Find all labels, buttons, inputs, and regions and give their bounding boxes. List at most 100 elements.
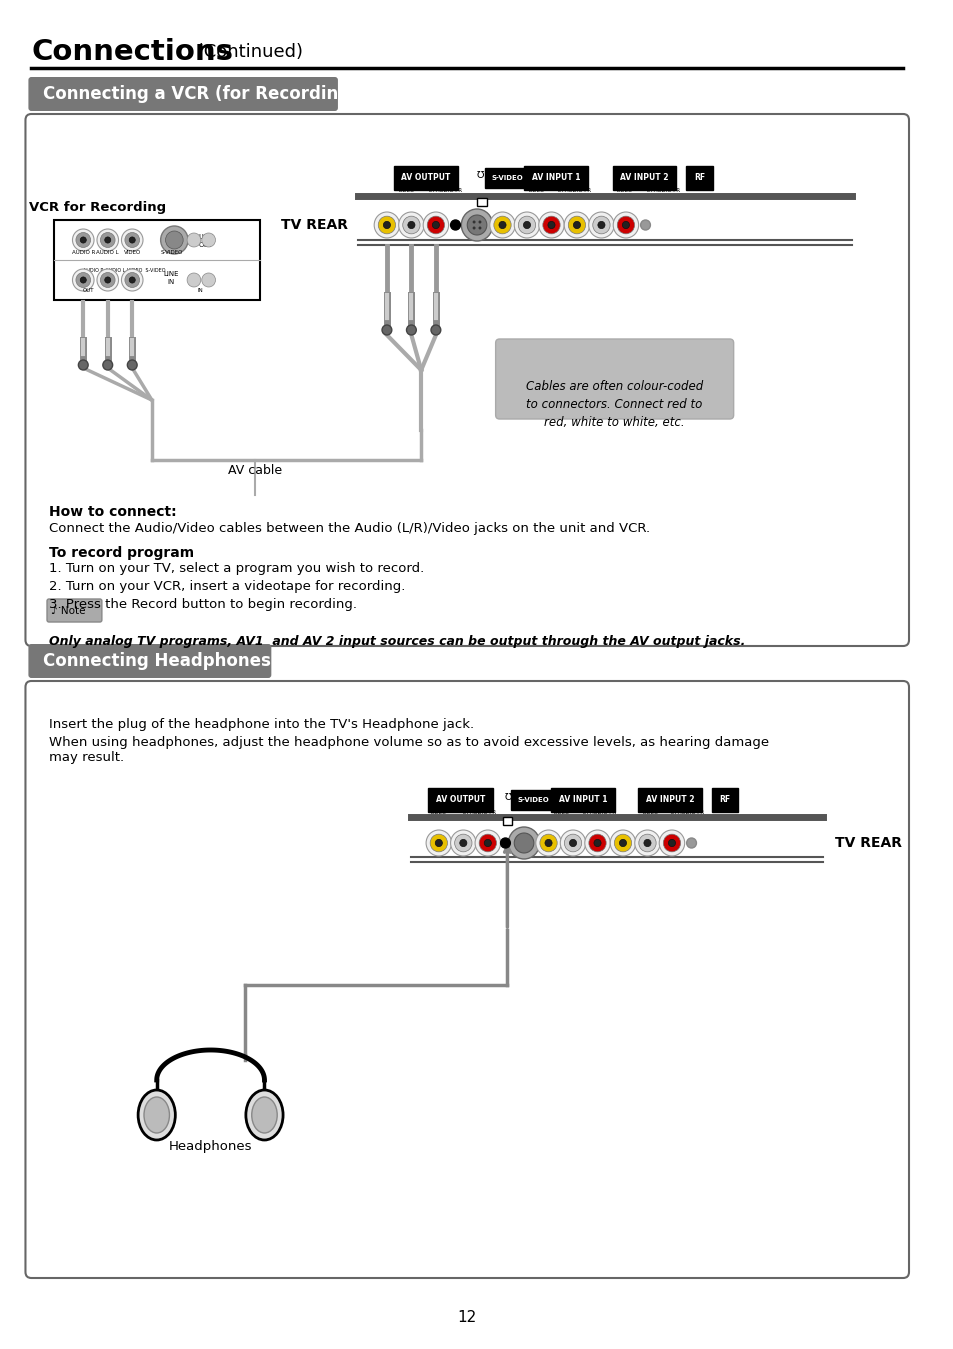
Text: L+AUDIO+R: L+AUDIO+R [670,809,704,815]
Text: VIDEO: VIDEO [528,188,545,193]
Circle shape [129,237,135,243]
Text: 12: 12 [457,1310,476,1326]
Text: VIDEO: VIDEO [397,188,415,193]
Text: 1. Turn on your TV, select a program you wish to record.: 1. Turn on your TV, select a program you… [49,563,424,575]
Text: L+AUDIO+R: L+AUDIO+R [428,188,462,193]
Circle shape [617,216,634,233]
Text: VIDEO: VIDEO [124,251,141,255]
Circle shape [564,834,581,851]
Circle shape [472,220,475,224]
Circle shape [478,227,481,229]
Circle shape [455,834,472,851]
Text: AV INPUT 1: AV INPUT 1 [558,796,606,804]
Circle shape [563,212,589,237]
Bar [502,817,512,826]
Text: L+AUDIO+R: L+AUDIO+R [558,188,592,193]
FancyBboxPatch shape [26,115,908,646]
Circle shape [121,229,143,251]
Circle shape [514,212,539,237]
Circle shape [121,268,143,291]
Circle shape [494,216,511,233]
Text: Connecting Headphones: Connecting Headphones [43,652,271,670]
Circle shape [78,360,88,370]
Text: ℧: ℧ [476,170,483,179]
Circle shape [523,221,530,228]
Circle shape [489,212,515,237]
Circle shape [202,233,215,247]
Text: AV cable: AV cable [228,464,281,476]
Circle shape [105,237,111,243]
Circle shape [105,277,111,283]
Text: OUT: OUT [82,287,93,293]
Circle shape [614,834,631,851]
Circle shape [97,268,118,291]
Text: AV INPUT 2: AV INPUT 2 [645,796,694,804]
Circle shape [500,838,510,849]
Circle shape [461,209,492,241]
Circle shape [547,221,555,228]
Circle shape [478,834,496,851]
Text: 2. Turn on your VCR, insert a videotape for recording.: 2. Turn on your VCR, insert a videotape … [49,580,405,594]
Circle shape [542,216,559,233]
Circle shape [613,212,638,237]
FancyBboxPatch shape [29,77,337,111]
Circle shape [426,830,451,857]
Circle shape [76,232,91,247]
Circle shape [544,839,552,847]
Text: AV OUTPUT: AV OUTPUT [436,796,484,804]
Circle shape [594,839,600,847]
Circle shape [569,839,576,847]
Circle shape [160,227,188,254]
Text: AV INPUT 2: AV INPUT 2 [619,174,668,182]
Circle shape [559,830,585,857]
Text: (Continued): (Continued) [191,43,303,61]
Text: LINE: LINE [197,233,213,240]
Text: S-VIDEO: S-VIDEO [517,797,549,803]
Text: Headphones: Headphones [169,1140,253,1153]
Circle shape [610,830,635,857]
Text: VIDEO: VIDEO [552,809,569,815]
Circle shape [377,216,395,233]
Circle shape [588,212,614,237]
Text: When using headphones, adjust the headphone volume so as to avoid excessive leve: When using headphones, adjust the headph… [49,737,768,764]
Text: AUDIO R: AUDIO R [71,251,95,255]
Circle shape [127,360,137,370]
Circle shape [484,839,491,847]
Circle shape [187,233,200,247]
Circle shape [643,839,650,847]
Text: How to connect:: How to connect: [49,505,176,519]
Circle shape [187,272,200,287]
Text: LINE: LINE [164,271,179,277]
Ellipse shape [138,1090,175,1140]
FancyBboxPatch shape [47,599,102,622]
Circle shape [618,839,626,847]
Text: TV REAR: TV REAR [280,219,348,232]
Circle shape [662,834,679,851]
Circle shape [450,830,476,857]
Text: S-VIDEO: S-VIDEO [491,175,523,181]
Circle shape [514,832,534,853]
Circle shape [536,830,560,857]
FancyBboxPatch shape [29,643,271,679]
Text: AUDIO R AUDIO L VIDEO  S-VIDEO: AUDIO R AUDIO L VIDEO S-VIDEO [83,267,166,272]
Text: 3. Press the Record button to begin recording.: 3. Press the Record button to begin reco… [49,598,356,611]
Text: Only analog TV programs, AV1  and AV 2 input sources can be output through the A: Only analog TV programs, AV1 and AV 2 in… [49,635,744,648]
Circle shape [166,231,183,250]
Circle shape [538,212,563,237]
Text: L+AUDIO+R: L+AUDIO+R [581,809,616,815]
Circle shape [432,221,439,228]
Circle shape [97,229,118,251]
Circle shape [598,221,604,228]
Text: IN: IN [168,279,174,285]
Text: RF: RF [719,796,730,804]
Text: Insert the plug of the headphone into the TV's Headphone jack.: Insert the plug of the headphone into th… [49,718,474,731]
Circle shape [568,216,585,233]
Circle shape [639,834,656,851]
Circle shape [435,839,442,847]
Text: VIDEO: VIDEO [430,809,447,815]
Circle shape [402,216,419,233]
Circle shape [459,839,466,847]
Circle shape [80,277,86,283]
Circle shape [659,830,684,857]
Circle shape [398,212,424,237]
